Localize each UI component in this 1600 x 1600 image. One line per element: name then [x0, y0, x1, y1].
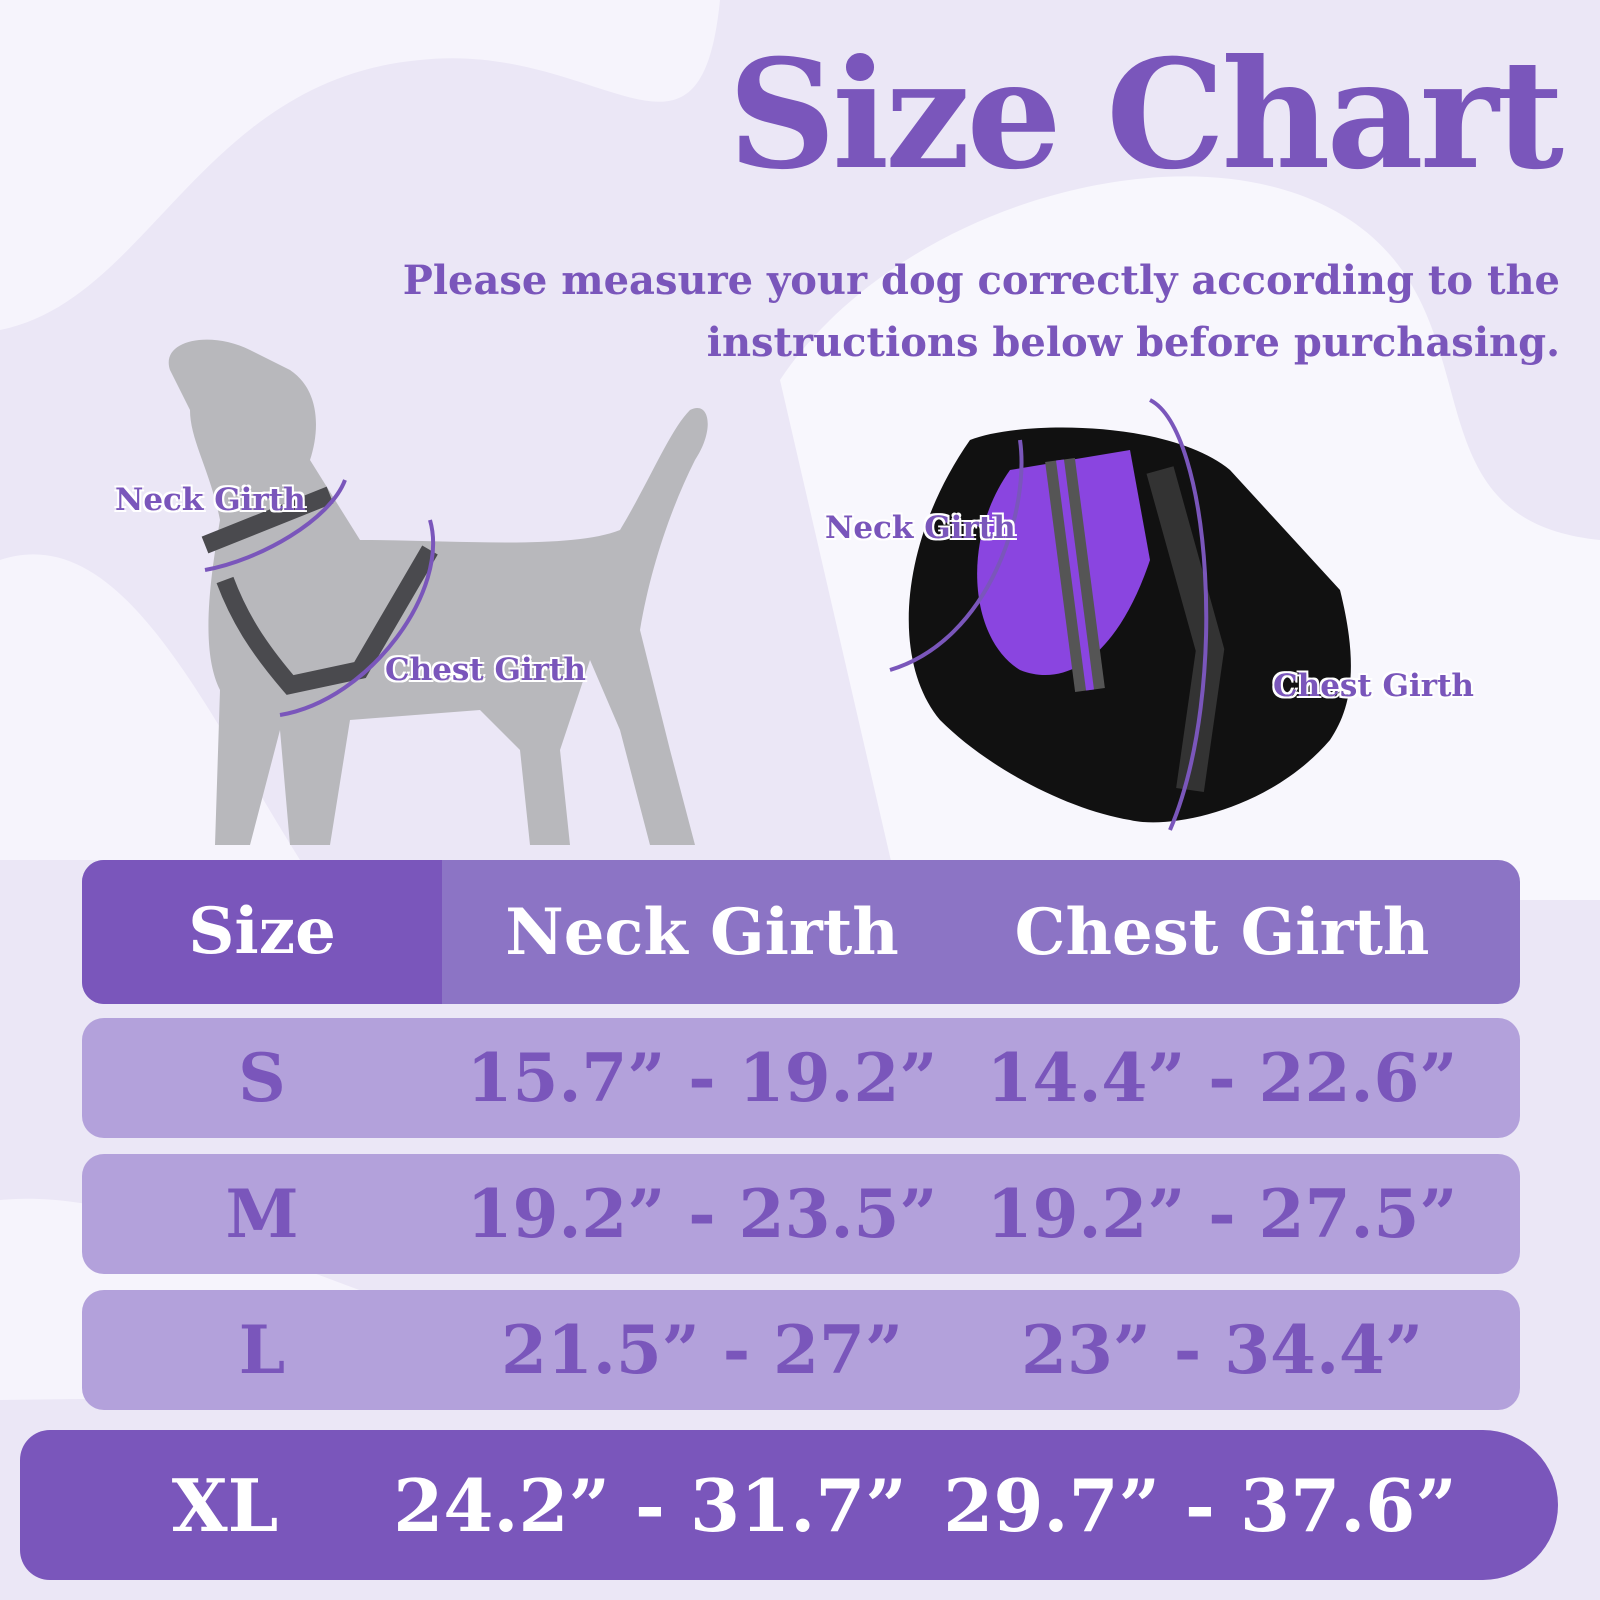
neck-cell: 15.7” - 19.2” — [466, 1039, 938, 1117]
harness-neck-girth-label: Neck Girth — [825, 510, 1016, 546]
size-cell: L — [238, 1311, 286, 1389]
dog-neck-girth-label: Neck Girth — [115, 482, 306, 518]
chest-cell: 23” - 34.4” — [1021, 1311, 1423, 1389]
chest-cell: 19.2” - 27.5” — [986, 1175, 1458, 1253]
table-header: Size Neck Girth Chest Girth — [82, 860, 1520, 1004]
subtitle: Please measure your dog correctly accord… — [402, 257, 1560, 366]
table-row: S 15.7” - 19.2” 14.4” - 22.6” — [82, 1018, 1520, 1138]
header-neck-girth: Neck Girth — [505, 894, 899, 970]
table-row: M 19.2” - 23.5” 19.2” - 27.5” — [82, 1154, 1520, 1274]
page-title: Size Chart — [727, 27, 1564, 203]
neck-cell: 21.5” - 27” — [501, 1311, 903, 1389]
table-row-highlighted: XL 24.2” - 31.7” 29.7” - 37.6” — [20, 1430, 1558, 1580]
dog-chest-girth-label: Chest Girth — [385, 652, 586, 688]
size-cell: XL — [171, 1462, 279, 1548]
neck-cell: 24.2” - 31.7” — [393, 1462, 907, 1548]
header-chest-girth: Chest Girth — [1014, 894, 1430, 970]
size-cell: S — [238, 1039, 286, 1117]
chest-cell: 14.4” - 22.6” — [986, 1039, 1458, 1117]
harness-chest-girth-label: Chest Girth — [1273, 668, 1474, 704]
chest-cell: 29.7” - 37.6” — [943, 1462, 1457, 1548]
header-size: Size — [82, 860, 442, 1004]
table-row: L 21.5” - 27” 23” - 34.4” — [82, 1290, 1520, 1410]
dog-silhouette-image — [168, 339, 708, 845]
harness-image — [889, 398, 1351, 831]
size-cell: M — [225, 1175, 299, 1253]
neck-cell: 19.2” - 23.5” — [466, 1175, 938, 1253]
